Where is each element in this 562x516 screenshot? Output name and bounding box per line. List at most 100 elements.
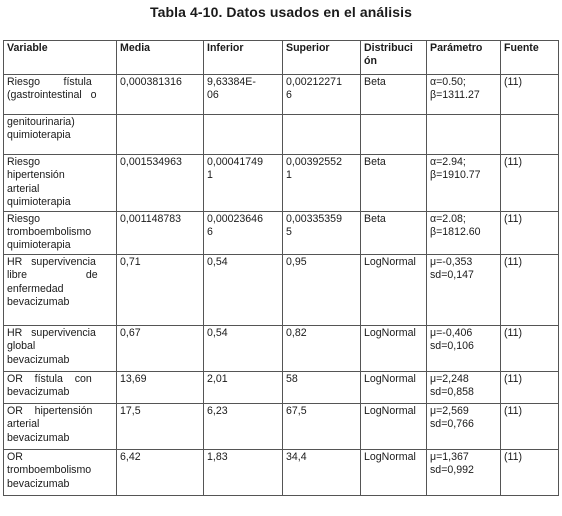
cell-distribucion: LogNormal bbox=[360, 448, 427, 496]
cell-parametro: α=0.50; β=1311.27 bbox=[426, 74, 501, 115]
cell-parametro-line: α=2.94; bbox=[430, 156, 466, 168]
cell-fuente: (11) bbox=[500, 448, 559, 496]
cell-superior-line: 0,95 bbox=[286, 255, 307, 268]
cell-superior: 67,5 bbox=[282, 402, 361, 450]
cell-variable-line: quimioterapia bbox=[7, 239, 71, 252]
cell-parametro-line: μ=-0,406 bbox=[430, 326, 473, 339]
cell-variable-line: bevacizumab bbox=[7, 431, 70, 444]
cell-variable-line: quimioterapia bbox=[7, 129, 71, 142]
cell-distribucion: Beta bbox=[360, 154, 427, 212]
cell-fuente: (11) bbox=[500, 210, 559, 255]
cell-fuente: (11) bbox=[500, 402, 559, 450]
cell-fuente: (11) bbox=[500, 74, 559, 115]
cell-inferior-line: 1 bbox=[207, 169, 213, 182]
header-fuente: Fuente bbox=[500, 40, 559, 75]
header-distribucion-line-1: Distribuci bbox=[364, 42, 413, 54]
table-caption: Tabla 4-10. Datos usados en el análisis bbox=[150, 4, 412, 20]
cell-superior: 0,95 bbox=[282, 253, 361, 326]
cell-distribucion: LogNormal bbox=[360, 370, 427, 404]
cell-parametro-line: μ=2,569 bbox=[430, 404, 469, 417]
cell-distribucion: Beta bbox=[360, 210, 427, 255]
header-media: Media bbox=[116, 40, 204, 75]
cell-media: 0,001148783 bbox=[116, 210, 204, 255]
cell-variable-line: (gastrointestinal o bbox=[7, 89, 97, 102]
cell-media: 17,5 bbox=[116, 402, 204, 450]
cell-inferior-line: 9,63384E- bbox=[207, 76, 256, 88]
cell-media bbox=[116, 114, 204, 155]
cell-media: 0,000381316 bbox=[116, 74, 204, 115]
table-row: OR tromboembolismo bevacizumab 6,42 1,83 34,4… bbox=[3, 448, 559, 496]
table-row: HR supervivencia libre de enfermedad bevaci… bbox=[3, 253, 559, 326]
cell-inferior-line: 0,00041749 bbox=[207, 156, 263, 168]
cell-inferior-line: 2,01 bbox=[207, 372, 228, 385]
cell-variable-line: HR supervivencia bbox=[7, 255, 96, 268]
cell-inferior: 0,54 bbox=[203, 253, 283, 326]
cell-variable: OR fístula con bevacizumab bbox=[3, 370, 117, 404]
cell-variable-line: tromboembolismo bbox=[7, 226, 92, 239]
header-distribucion-line-2: ón bbox=[364, 55, 377, 68]
cell-inferior: 0,54 bbox=[203, 324, 283, 372]
cell-media: 0,71 bbox=[116, 253, 204, 326]
cell-parametro: α=2.94; β=1910.77 bbox=[426, 154, 501, 212]
cell-fuente: (11) bbox=[500, 324, 559, 372]
cell-variable-line: OR fístula con bbox=[7, 372, 92, 385]
cell-parametro: μ=-0,406 sd=0,106 bbox=[426, 324, 501, 372]
cell-parametro: α=2.08; β=1812.60 bbox=[426, 210, 501, 255]
cell-parametro-line: sd=0,992 bbox=[430, 464, 474, 477]
cell-variable-line: global bbox=[7, 340, 36, 353]
cell-inferior: 2,01 bbox=[203, 370, 283, 404]
cell-parametro: μ=1,367 sd=0,992 bbox=[426, 448, 501, 496]
header-variable: Variable bbox=[3, 40, 117, 75]
table-row: OR fístula con bevacizumab 13,69 2,01 58 LogN… bbox=[3, 370, 559, 404]
cell-inferior: 6,23 bbox=[203, 402, 283, 450]
cell-superior bbox=[282, 114, 361, 155]
cell-distribucion: LogNormal bbox=[360, 402, 427, 450]
cell-variable: OR tromboembolismo bevacizumab bbox=[3, 448, 117, 496]
cell-fuente: (11) bbox=[500, 253, 559, 326]
cell-superior-line: 0,00335359 bbox=[286, 212, 342, 225]
cell-parametro: μ=2,248 sd=0,858 bbox=[426, 370, 501, 404]
cell-inferior bbox=[203, 114, 283, 155]
cell-inferior: 9,63384E- 06 bbox=[203, 74, 283, 115]
cell-fuente: (11) bbox=[500, 154, 559, 212]
cell-inferior-line: 0,54 bbox=[207, 255, 228, 268]
cell-variable-line: Riesgo fístula bbox=[7, 76, 92, 88]
cell-parametro-line: μ=1,367 bbox=[430, 450, 469, 463]
cell-inferior: 0,00023646 6 bbox=[203, 210, 283, 255]
cell-superior-line: 0,00212271 bbox=[286, 76, 342, 88]
cell-inferior-line: 0,00023646 bbox=[207, 212, 263, 225]
cell-parametro-line: sd=0,858 bbox=[430, 386, 474, 399]
cell-variable: Riesgo tromboembolismo quimioterapia bbox=[3, 210, 117, 255]
table-body: Riesgo fístula (gastrointestinal o 0,00038… bbox=[3, 74, 559, 496]
cell-parametro-line: α=2.08; bbox=[430, 212, 466, 225]
cell-variable-line: HR supervivencia bbox=[7, 326, 96, 339]
cell-parametro: μ=-0,353 sd=0,147 bbox=[426, 253, 501, 326]
table-row: OR hipertensión arterial bevacizumab 17,5 6,… bbox=[3, 402, 559, 450]
cell-inferior: 0,00041749 1 bbox=[203, 154, 283, 212]
cell-variable-line: libre de bbox=[7, 269, 98, 282]
cell-inferior-line: 6,23 bbox=[207, 404, 228, 417]
cell-parametro-line: μ=-0,353 bbox=[430, 255, 473, 268]
cell-variable: OR hipertensión arterial bevacizumab bbox=[3, 402, 117, 450]
table-row: genitourinaria) quimioterapia bbox=[3, 114, 559, 155]
table-header-row: Variable Media Inferior Superior Distrib… bbox=[3, 40, 559, 75]
cell-superior-line: 67,5 bbox=[286, 404, 307, 417]
cell-superior: 0,82 bbox=[282, 324, 361, 372]
cell-media: 6,42 bbox=[116, 448, 204, 496]
cell-superior-line: 0,82 bbox=[286, 326, 307, 339]
cell-superior: 0,00392552 1 bbox=[282, 154, 361, 212]
cell-superior: 58 bbox=[282, 370, 361, 404]
header-parametro: Parámetro bbox=[426, 40, 501, 75]
cell-superior: 34,4 bbox=[282, 448, 361, 496]
cell-parametro-line: α=0.50; bbox=[430, 76, 466, 88]
header-superior: Superior bbox=[282, 40, 361, 75]
cell-parametro-line: sd=0,766 bbox=[430, 418, 474, 431]
cell-distribucion bbox=[360, 114, 427, 155]
cell-parametro-line: β=1311.27 bbox=[430, 89, 480, 102]
cell-variable-line: quimioterapia bbox=[7, 196, 71, 209]
cell-variable-line: Riesgo bbox=[7, 156, 40, 168]
cell-inferior: 1,83 bbox=[203, 448, 283, 496]
cell-superior-line: 58 bbox=[286, 372, 298, 385]
cell-parametro-line: β=1910.77 bbox=[430, 169, 481, 182]
table-row: HR supervivencia global bevacizumab 0,67 0,5… bbox=[3, 324, 559, 372]
